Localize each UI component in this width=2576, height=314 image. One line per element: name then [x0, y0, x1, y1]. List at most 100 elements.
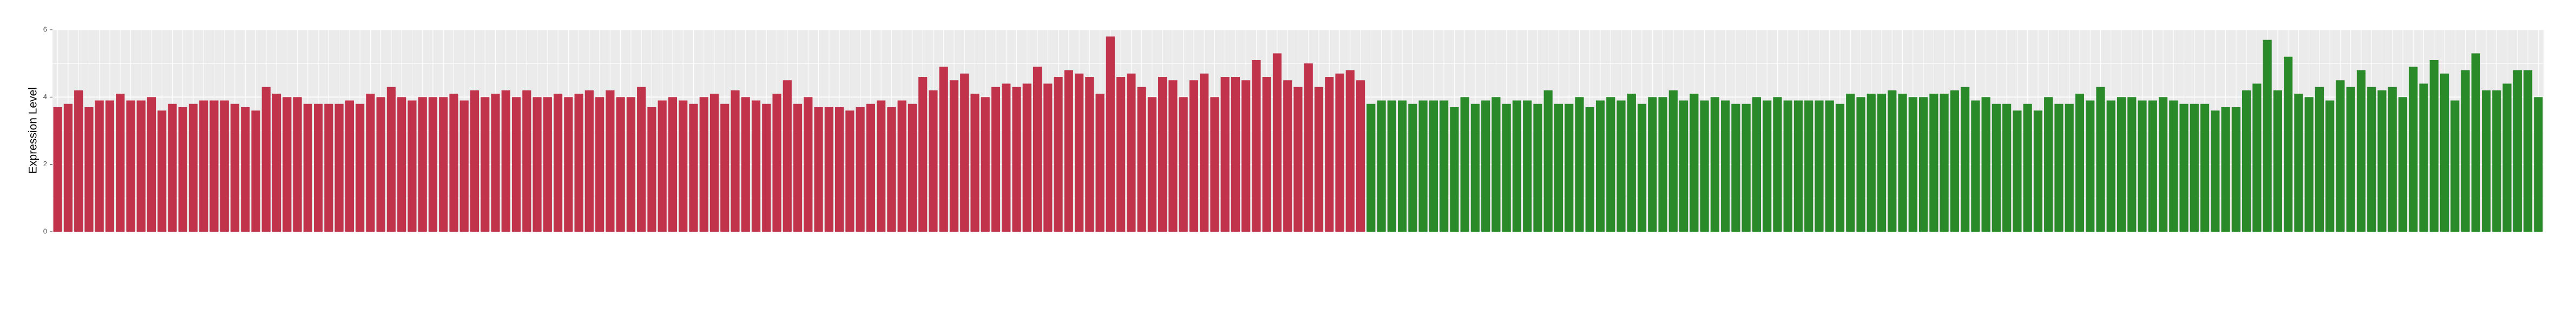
- bar: [1971, 100, 1980, 232]
- bar: [2273, 90, 2282, 232]
- bar: [1398, 100, 1407, 232]
- bar: [345, 100, 354, 232]
- bar: [2252, 83, 2262, 232]
- bar: [1867, 94, 1876, 232]
- bar: [1763, 100, 1772, 232]
- bar: [282, 97, 292, 232]
- bar: [522, 90, 531, 232]
- bar: [199, 100, 208, 232]
- bar: [178, 107, 187, 232]
- bar: [2377, 90, 2387, 232]
- bar: [1585, 107, 1594, 232]
- bar: [1846, 94, 1855, 232]
- bar: [1543, 90, 1553, 232]
- bar: [2513, 70, 2522, 232]
- bar: [2158, 97, 2168, 232]
- bar: [2231, 107, 2240, 232]
- bar: [1815, 100, 1824, 232]
- bar: [1012, 87, 1021, 232]
- bar: [1460, 97, 1469, 232]
- bar: [1147, 97, 1156, 232]
- bar: [918, 77, 928, 232]
- bar: [772, 94, 781, 232]
- bar: [2346, 87, 2355, 232]
- bar: [1793, 100, 1803, 232]
- bar: [2002, 103, 2012, 232]
- bar: [1262, 77, 1271, 232]
- bar: [1908, 97, 1917, 232]
- bar: [834, 107, 844, 232]
- bar: [1137, 87, 1146, 232]
- bar: [804, 97, 813, 232]
- bar: [897, 100, 906, 232]
- bar: [2086, 100, 2095, 232]
- bar: [1533, 103, 1542, 232]
- bar: [303, 103, 312, 232]
- bar: [1627, 94, 1636, 232]
- bar: [1554, 103, 1563, 232]
- bar: [1950, 90, 1959, 232]
- bar: [866, 103, 875, 232]
- bar: [1804, 100, 1813, 232]
- bar: [2471, 53, 2480, 232]
- bar: [1158, 77, 1167, 232]
- bar: [1470, 103, 1480, 232]
- bar: [2367, 87, 2376, 232]
- bar: [53, 107, 62, 232]
- bar: [1220, 77, 1230, 232]
- bar: [1106, 36, 1115, 232]
- bar: [1210, 97, 1219, 232]
- bar: [731, 90, 740, 232]
- bar: [949, 80, 959, 232]
- bar: [1345, 70, 1355, 232]
- bar: [2044, 97, 2053, 232]
- bar: [647, 107, 656, 232]
- bar: [376, 97, 385, 232]
- bar: [95, 100, 104, 232]
- bar: [762, 103, 771, 232]
- bar: [991, 87, 1001, 232]
- bar: [356, 103, 365, 232]
- bar: [1961, 87, 1970, 232]
- bar: [668, 97, 678, 232]
- bar: [877, 100, 886, 232]
- bar: [533, 97, 542, 232]
- bar: [84, 107, 94, 232]
- bar: [2033, 110, 2043, 232]
- bar: [397, 97, 406, 232]
- bar: [1523, 100, 1532, 232]
- y-tick-label: 0: [43, 227, 47, 235]
- bar: [1366, 103, 1376, 232]
- bar: [751, 100, 761, 232]
- bar: [1127, 73, 1136, 232]
- bar: [814, 107, 823, 232]
- bar: [1940, 94, 1949, 232]
- y-tick-label: 4: [43, 93, 47, 101]
- bar: [1481, 100, 1490, 232]
- bar: [887, 107, 896, 232]
- bar: [1252, 60, 1261, 232]
- bar: [209, 100, 219, 232]
- bar: [1898, 94, 1907, 232]
- bar: [2398, 97, 2408, 232]
- bar: [564, 97, 573, 232]
- bar: [324, 103, 333, 232]
- bar: [2429, 60, 2439, 232]
- bar: [116, 94, 125, 232]
- bar: [1241, 80, 1251, 232]
- bar: [2242, 90, 2251, 232]
- bar: [2263, 40, 2272, 232]
- bar: [1502, 103, 1511, 232]
- bar: [824, 107, 833, 232]
- bar: [1721, 100, 1730, 232]
- bar: [1877, 94, 1887, 232]
- bar: [418, 97, 427, 232]
- bar: [2502, 83, 2512, 232]
- bar: [1387, 100, 1396, 232]
- bar: [2211, 110, 2220, 232]
- bar: [1408, 103, 1417, 232]
- bar: [845, 110, 855, 232]
- bar: [1074, 73, 1084, 232]
- bar: [1710, 97, 1719, 232]
- bar: [63, 103, 73, 232]
